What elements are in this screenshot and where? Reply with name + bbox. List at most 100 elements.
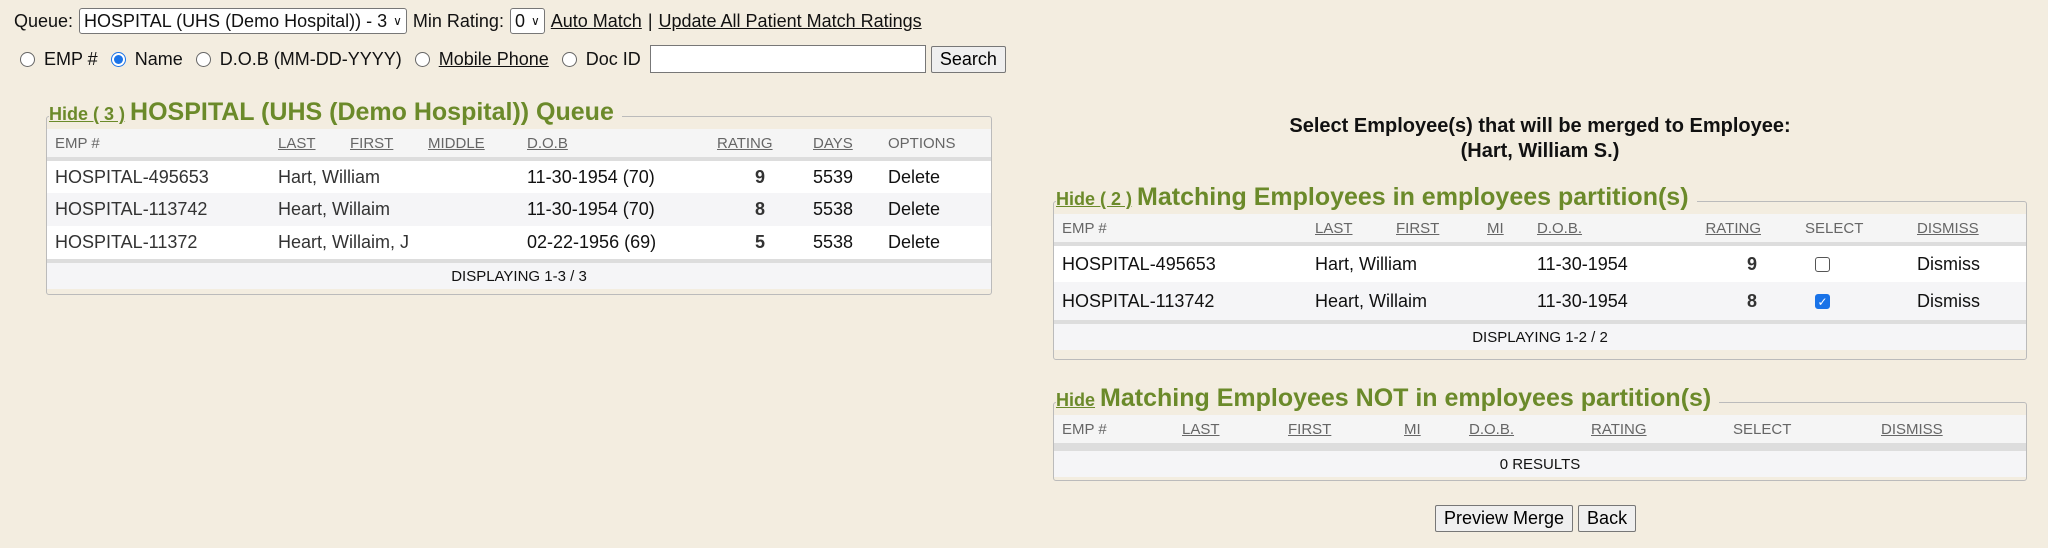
header-dob[interactable]: D.O.B.: [1537, 219, 1583, 237]
queue-panel: Hide ( 3 ) HOSPITAL (UHS (Demo Hospital)…: [46, 98, 992, 295]
radio-mobile-label[interactable]: Mobile Phone: [438, 48, 549, 69]
separator: |: [647, 10, 653, 31]
name-cell: Heart, Willaim, J: [270, 226, 519, 259]
radio-dob[interactable]: [195, 51, 211, 67]
dob-cell: 02-22-1956 (69): [519, 226, 709, 259]
name-cell: Hart, William: [1315, 253, 1417, 274]
emp-cell: HOSPITAL-113742: [47, 193, 270, 226]
header-dob[interactable]: D.O.B: [527, 134, 568, 152]
queue-label: Queue:: [14, 10, 74, 31]
header-dismiss[interactable]: DISMISS: [1917, 219, 1979, 237]
delete-link[interactable]: Delete: [880, 159, 991, 193]
select-checkbox[interactable]: [1815, 257, 1830, 273]
queue-legend: Hide ( 3 ) HOSPITAL (UHS (Demo Hospital)…: [49, 98, 622, 127]
matching-table: EMP # LAST FIRST MI D.O.B. RATING SELECT…: [1054, 214, 2026, 320]
delete-link[interactable]: Delete: [880, 193, 991, 226]
hide-queue-link[interactable]: Hide ( 3 ): [49, 104, 126, 124]
table-row[interactable]: HOSPITAL-113742 Heart, Willaim 11-30-195…: [47, 193, 991, 226]
name-cell: Hart, William: [270, 159, 519, 193]
preview-merge-button[interactable]: Preview Merge: [1435, 505, 1574, 532]
back-button[interactable]: Back: [1578, 505, 1637, 532]
select-checkbox-checked[interactable]: ✓: [1815, 294, 1830, 310]
radio-emp[interactable]: [20, 51, 35, 67]
header-mi[interactable]: MI: [1404, 420, 1421, 438]
emp-cell: HOSPITAL-495653: [1054, 244, 1307, 282]
table-row[interactable]: HOSPITAL-11372 Heart, Willaim, J 02-22-1…: [47, 226, 991, 259]
header-options: OPTIONS: [880, 129, 991, 161]
matching-legend: Hide ( 2 ) Matching Employees in employe…: [1056, 183, 1697, 212]
rating-cell: 8: [1687, 282, 1797, 320]
matching-panel: Hide ( 2 ) Matching Employees in employe…: [1053, 183, 2027, 360]
dob-cell: 11-30-1954: [1537, 253, 1628, 274]
min-rating-value: 0: [514, 10, 525, 31]
radio-docid[interactable]: [561, 51, 577, 67]
radio-name[interactable]: [110, 51, 126, 67]
auto-match-link[interactable]: Auto Match: [550, 10, 642, 31]
update-all-ratings-link[interactable]: Update All Patient Match Ratings: [658, 10, 922, 31]
queue-title: HOSPITAL (UHS (Demo Hospital)) Queue: [130, 98, 614, 126]
rating-cell: 9: [1687, 244, 1797, 282]
queue-select-value: HOSPITAL (UHS (Demo Hospital)) - 3: [84, 10, 388, 31]
rating-cell: 5: [709, 226, 805, 259]
days-cell: 5539: [805, 159, 880, 193]
header-first[interactable]: FIRST: [350, 134, 394, 152]
emp-cell: HOSPITAL-11372: [47, 226, 270, 259]
header-rating[interactable]: RATING: [717, 134, 773, 152]
not-matching-legend: Hide Matching Employees NOT in employees…: [1056, 384, 1720, 413]
radio-dob-label: D.O.B (MM-DD-YYYY): [219, 48, 402, 69]
queue-footer: DISPLAYING 1-3 / 3: [47, 259, 991, 289]
merge-target-name: (Hart, William S.): [1460, 140, 1620, 162]
emp-cell: HOSPITAL-495653: [47, 159, 270, 193]
search-button[interactable]: Search: [930, 45, 1006, 73]
days-cell: 5538: [805, 226, 880, 259]
matching-footer: DISPLAYING 1-2 / 2: [1054, 320, 2026, 350]
not-matching-table: EMP # LAST FIRST MI D.O.B. RATING SELECT…: [1054, 415, 2026, 447]
min-rating-label: Min Rating:: [412, 10, 504, 31]
table-row: HOSPITAL-113742 Heart, Willaim 11-30-1954…: [1054, 282, 2026, 320]
queue-table: EMP # LAST FIRST MIDDLE D.O.B RATING DAY…: [47, 129, 991, 259]
dob-cell: 11-30-1954 (70): [519, 193, 709, 226]
min-rating-select[interactable]: 0 ∨: [509, 8, 545, 34]
rating-cell: 9: [709, 159, 805, 193]
action-buttons: Preview Merge Back: [1435, 505, 1637, 532]
header-emp: EMP #: [1054, 214, 1307, 246]
header-first[interactable]: FIRST: [1288, 420, 1332, 438]
radio-docid-label: Doc ID: [585, 48, 641, 69]
header-last[interactable]: LAST: [1315, 219, 1353, 237]
search-input[interactable]: [649, 45, 926, 73]
merge-heading-line1: Select Employee(s) that will be merged t…: [1289, 115, 1791, 137]
table-row: HOSPITAL-495653 Hart, William 11-30-1954 …: [1054, 244, 2026, 282]
dob-cell: 11-30-1954 (70): [519, 159, 709, 193]
radio-mobile[interactable]: [414, 51, 430, 67]
header-dismiss[interactable]: DISMISS: [1881, 420, 1943, 438]
not-matching-footer: 0 RESULTS: [1054, 447, 2026, 477]
search-bar: EMP # Name D.O.B (MM-DD-YYYY) Mobile Pho…: [20, 45, 1006, 73]
header-days[interactable]: DAYS: [813, 134, 853, 152]
header-mi[interactable]: MI: [1487, 219, 1504, 237]
header-rating[interactable]: RATING: [1705, 219, 1761, 237]
header-middle[interactable]: MIDDLE: [428, 134, 485, 152]
delete-link[interactable]: Delete: [880, 226, 991, 259]
radio-name-label: Name: [134, 48, 183, 69]
dismiss-link[interactable]: Dismiss: [1909, 282, 2026, 320]
header-last[interactable]: LAST: [278, 134, 316, 152]
header-rating[interactable]: RATING: [1591, 420, 1647, 438]
not-matching-panel: Hide Matching Employees NOT in employees…: [1053, 384, 2027, 481]
header-first[interactable]: FIRST: [1396, 219, 1440, 237]
header-emp: EMP #: [47, 129, 270, 161]
table-row[interactable]: HOSPITAL-495653 Hart, William 11-30-1954…: [47, 159, 991, 193]
name-cell: Heart, Willaim: [1315, 290, 1428, 311]
days-cell: 5538: [805, 193, 880, 226]
header-dob[interactable]: D.O.B.: [1469, 420, 1515, 438]
hide-matching-link[interactable]: Hide ( 2 ): [1056, 189, 1133, 209]
queue-select[interactable]: HOSPITAL (UHS (Demo Hospital)) - 3 ∨: [79, 8, 407, 34]
name-dob-cell: Hart, William 11-30-1954: [1307, 244, 1687, 282]
hide-not-matching-link[interactable]: Hide: [1056, 390, 1096, 410]
not-matching-title: Matching Employees NOT in employees part…: [1100, 384, 1712, 412]
header-last[interactable]: LAST: [1182, 420, 1220, 438]
name-dob-cell: Heart, Willaim 11-30-1954: [1307, 282, 1687, 320]
header-select: SELECT: [1797, 214, 1909, 246]
radio-emp-label: EMP #: [44, 48, 98, 69]
dismiss-link[interactable]: Dismiss: [1909, 244, 2026, 282]
header-select: SELECT: [1725, 415, 1873, 447]
